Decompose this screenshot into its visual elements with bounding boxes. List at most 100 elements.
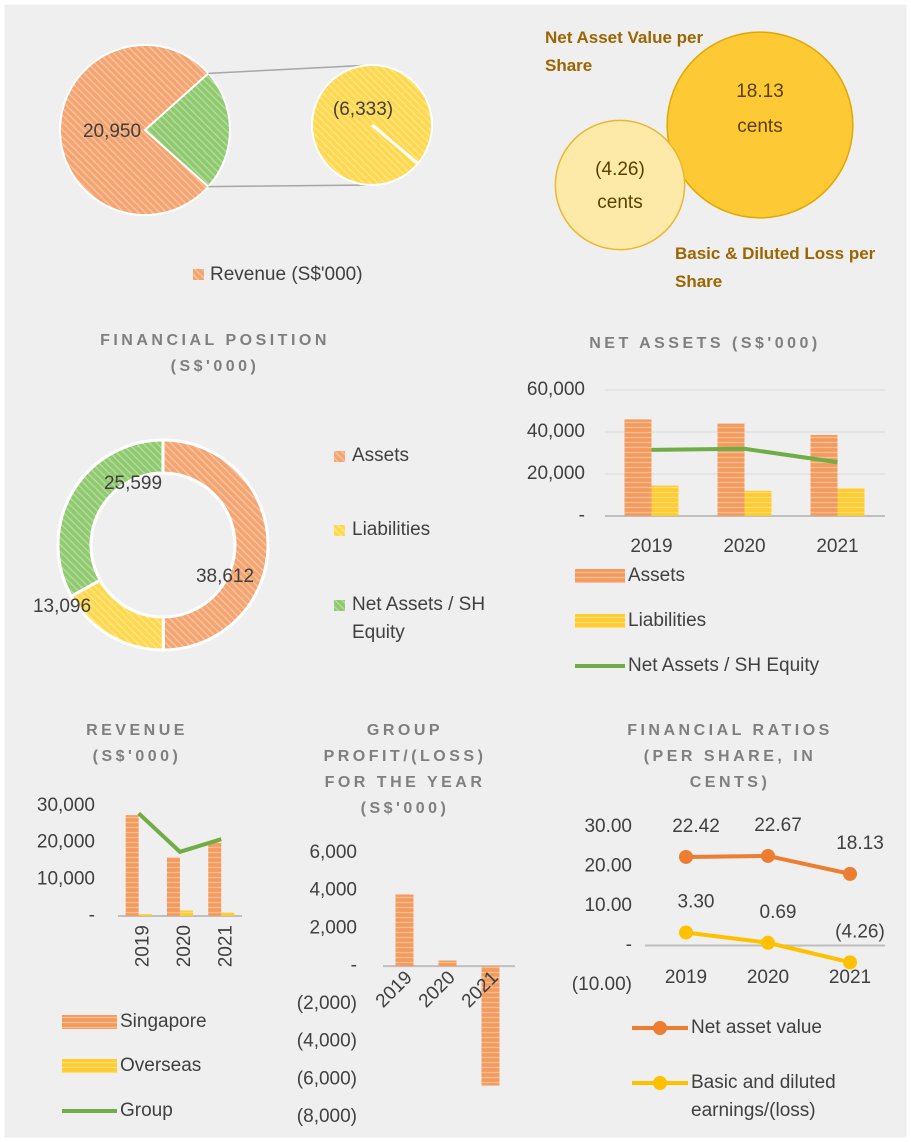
y-tick-label: - bbox=[89, 905, 95, 926]
y-tick-label: 30,000 bbox=[37, 795, 95, 816]
chart-title: FINANCIAL RATIOS (PER SHARE, IN CENTS) bbox=[627, 722, 833, 791]
data-label: 0.69 bbox=[760, 902, 797, 923]
legend-swatch bbox=[62, 1015, 117, 1029]
bubble-name: Net Asset Value per Share bbox=[545, 28, 704, 75]
slice-border bbox=[371, 123, 419, 165]
legend-label: Group bbox=[120, 1100, 173, 1121]
connector-line bbox=[208, 64, 373, 75]
bubble bbox=[554, 119, 686, 251]
line bbox=[651, 446, 838, 465]
y-tick-label: 20,000 bbox=[37, 832, 95, 853]
line-marker bbox=[761, 935, 775, 950]
bar bbox=[166, 857, 180, 916]
y-tick-label: - bbox=[351, 955, 357, 976]
bar bbox=[208, 842, 222, 916]
legend-label: Liabilities bbox=[352, 519, 431, 540]
x-tick-label: 2019 bbox=[133, 925, 154, 967]
y-tick-label: (10.00) bbox=[572, 974, 632, 995]
x-tick-label: 2019 bbox=[665, 967, 707, 988]
bar bbox=[717, 423, 745, 516]
line-marker bbox=[761, 848, 775, 863]
y-tick-label: 10,000 bbox=[37, 868, 95, 889]
data-label: 3.30 bbox=[678, 891, 715, 912]
y-tick-label: 20.00 bbox=[584, 856, 632, 877]
legend-label: Net asset value bbox=[691, 1017, 822, 1038]
line-marker bbox=[843, 955, 857, 970]
legend-swatch bbox=[575, 569, 625, 583]
data-label: 22.42 bbox=[672, 816, 720, 837]
bar bbox=[438, 960, 457, 967]
pie-slice bbox=[143, 71, 231, 189]
x-tick-label: 2021 bbox=[215, 925, 236, 967]
y-tick-label: 4,000 bbox=[309, 880, 357, 901]
y-tick-label: 10.00 bbox=[584, 895, 632, 916]
legend-label: Singapore bbox=[120, 1011, 207, 1032]
bar bbox=[837, 488, 865, 516]
y-tick-label: - bbox=[579, 505, 585, 526]
chart-title: NET ASSETS (S$'000) bbox=[589, 335, 821, 352]
x-tick-label: 2020 bbox=[415, 967, 460, 1012]
x-tick-label: 2021 bbox=[829, 967, 871, 988]
line-marker bbox=[679, 849, 693, 864]
x-tick-label: 2019 bbox=[372, 967, 417, 1012]
legend-swatch bbox=[193, 269, 204, 280]
legend-label: Overseas bbox=[120, 1055, 202, 1076]
pie-slice bbox=[59, 44, 210, 216]
legend-label: Net Assets / SH Equity bbox=[628, 655, 820, 676]
bubble-value: 18.13 bbox=[736, 81, 784, 102]
bar bbox=[744, 490, 772, 516]
data-label: 18.13 bbox=[836, 833, 884, 854]
data-label: (6,333) bbox=[333, 99, 393, 120]
bar bbox=[481, 966, 500, 1086]
y-tick-label: (4,000) bbox=[297, 1031, 357, 1052]
legend-label: Assets bbox=[352, 445, 410, 466]
x-tick-label: 2020 bbox=[747, 967, 789, 988]
legend-label: Assets bbox=[628, 565, 686, 586]
bar bbox=[624, 419, 652, 516]
chart-title: GROUP PROFIT/(LOSS) FOR THE YEAR (S$'000… bbox=[323, 722, 487, 817]
data-label: 13,096 bbox=[33, 596, 91, 617]
y-tick-label: - bbox=[626, 935, 632, 956]
bubble-name: Basic & Diluted Loss per Share bbox=[675, 244, 876, 291]
x-tick-label: 2020 bbox=[723, 536, 765, 557]
chart-title: REVENUE (S$'000) bbox=[86, 722, 188, 765]
legend-marker bbox=[653, 1021, 667, 1035]
legend-swatch bbox=[575, 614, 625, 628]
legend-swatch bbox=[334, 525, 345, 536]
legend-swatch bbox=[334, 600, 345, 611]
bar bbox=[179, 910, 193, 916]
line-marker bbox=[679, 925, 693, 940]
y-tick-label: 60,000 bbox=[527, 379, 585, 400]
x-tick-label: 2020 bbox=[174, 925, 195, 967]
bubble-unit: cents bbox=[737, 116, 782, 137]
y-tick-label: 40,000 bbox=[527, 421, 585, 442]
bar bbox=[810, 434, 838, 516]
y-tick-label: (6,000) bbox=[297, 1068, 357, 1089]
y-tick-label: 6,000 bbox=[309, 842, 357, 863]
bar bbox=[221, 912, 235, 916]
donut-segment bbox=[161, 438, 270, 652]
line-marker bbox=[843, 866, 857, 881]
x-tick-label: 2019 bbox=[630, 536, 672, 557]
legend-swatch bbox=[334, 451, 345, 462]
chart-title: FINANCIAL POSITION (S$'000) bbox=[100, 332, 330, 375]
legend-label: Basic and diluted earnings/(loss) bbox=[691, 1072, 836, 1121]
bubble-value: (4.26) bbox=[595, 159, 645, 180]
connector-line bbox=[208, 184, 373, 188]
legend-label: Liabilities bbox=[628, 610, 707, 631]
data-label: 38,612 bbox=[196, 566, 254, 587]
legend-label: Revenue (S$'000) bbox=[210, 264, 363, 285]
y-tick-label: 30.00 bbox=[584, 816, 632, 837]
legend-marker bbox=[653, 1076, 667, 1090]
bubble-unit: cents bbox=[597, 192, 642, 213]
bar bbox=[125, 815, 139, 916]
data-label: (4.26) bbox=[835, 921, 885, 942]
y-tick-label: 20,000 bbox=[527, 463, 585, 484]
donut-segment bbox=[56, 438, 165, 599]
x-tick-label: 2021 bbox=[816, 536, 858, 557]
bar bbox=[138, 914, 152, 916]
y-tick-label: (8,000) bbox=[297, 1106, 357, 1127]
y-tick-label: 2,000 bbox=[309, 917, 357, 938]
